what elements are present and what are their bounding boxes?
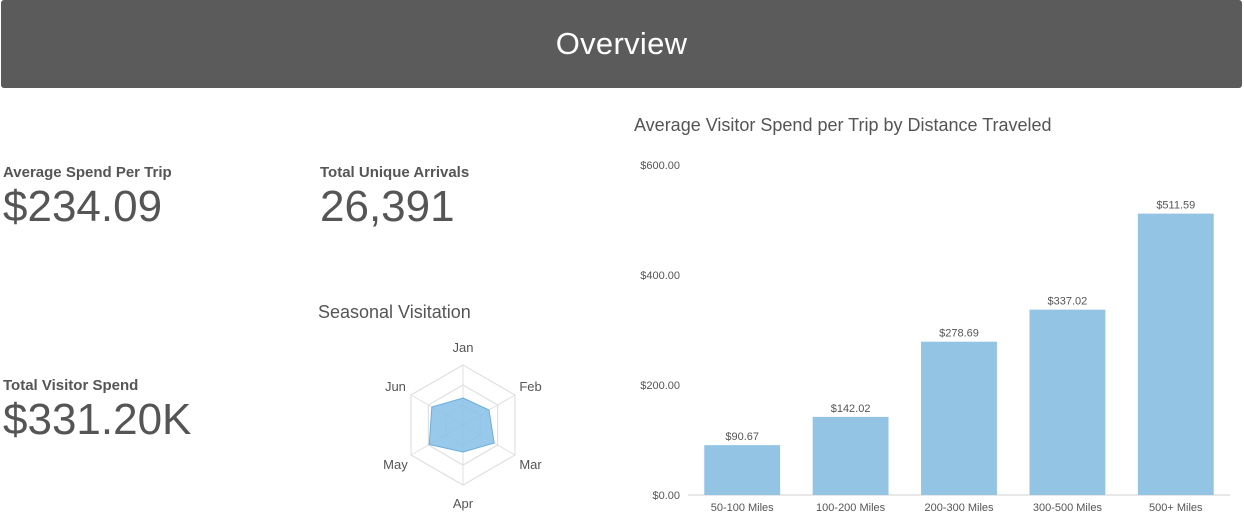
y-tick-label: $200.00 <box>640 380 680 392</box>
x-tick-label: 500+ Miles <box>1149 502 1203 514</box>
kpi-value: 26,391 <box>320 182 455 231</box>
bar-2 <box>812 416 889 495</box>
bar-data-label: $142.02 <box>831 403 871 415</box>
bar-3 <box>921 341 997 495</box>
kpi-value: $331.20K <box>3 395 192 444</box>
bar-data-label: $511.59 <box>1156 200 1195 212</box>
bar-1 <box>704 445 781 495</box>
x-tick-label: 50-100 Miles <box>711 502 774 514</box>
bar-data-label: $278.69 <box>939 328 979 340</box>
bar-4 <box>1029 309 1106 495</box>
y-tick-label: $0.00 <box>652 490 680 502</box>
x-tick-label: 200-300 Miles <box>924 502 994 514</box>
kpi-unique-arrivals: Total Unique Arrivals 26,391 <box>320 164 469 231</box>
radar-axis-label-jun: Jun <box>385 379 406 394</box>
y-tick-label: $400.00 <box>640 270 680 282</box>
bar-5 <box>1137 213 1214 496</box>
bar-chart-title: Average Visitor Spend per Trip by Distan… <box>634 115 1052 135</box>
kpi-label: Average Spend Per Trip <box>3 164 172 181</box>
bar-data-label: $337.02 <box>1048 296 1088 308</box>
radar-series-area <box>428 397 495 453</box>
y-tick-label: $600.00 <box>640 160 680 172</box>
radar-axis-label-mar: Mar <box>519 457 542 472</box>
radar-axis-label-jan: Jan <box>453 340 474 355</box>
x-tick-label: 100-200 Miles <box>816 502 886 514</box>
radar-axis-label-feb: Feb <box>519 379 541 394</box>
kpi-total-visitor-spend: Total Visitor Spend $331.20K <box>3 377 191 444</box>
kpi-label: Total Unique Arrivals <box>320 164 470 181</box>
radar-chart-title: Seasonal Visitation <box>318 302 471 322</box>
kpi-average-spend: Average Spend Per Trip $234.09 <box>3 164 172 231</box>
radar-axis-label-may: May <box>383 457 408 472</box>
page-title: Overview <box>555 26 688 61</box>
kpi-value: $234.09 <box>3 182 163 231</box>
kpi-label: Total Visitor Spend <box>3 377 139 394</box>
radar-axis-label-apr: Apr <box>453 496 474 511</box>
spend-by-distance-bar-chart: $0.00 $200.00 $400.00 $600.00 $90.67 50-100 M… <box>640 160 1230 514</box>
overview-header: Overview <box>1 0 1242 88</box>
seasonal-visitation-radar: Jan Feb Mar Apr May Jun <box>383 340 542 511</box>
x-tick-label: 300-500 Miles <box>1033 502 1103 514</box>
bar-data-label: $90.67 <box>725 431 759 443</box>
